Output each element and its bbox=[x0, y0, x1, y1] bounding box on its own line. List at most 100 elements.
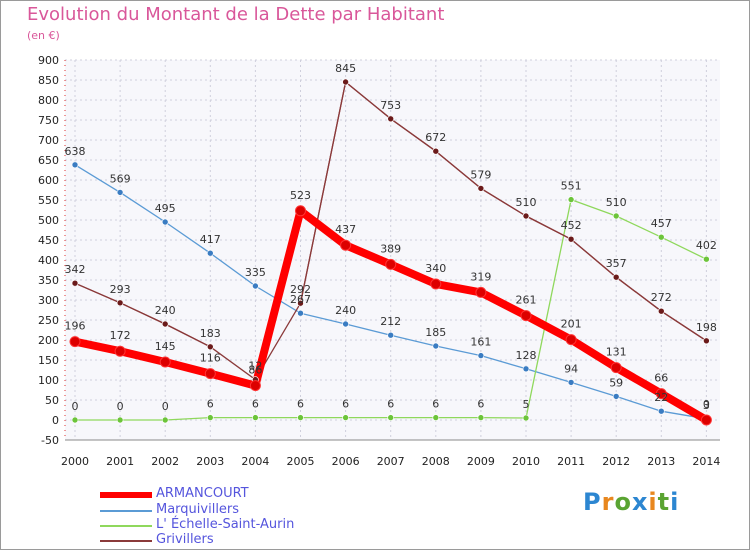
y-tick-label: 250 bbox=[38, 314, 59, 327]
data-point bbox=[522, 212, 530, 220]
chart-subtitle: (en €) bbox=[27, 29, 60, 42]
data-point bbox=[252, 282, 259, 290]
data-label: 240 bbox=[155, 304, 176, 317]
data-point bbox=[207, 414, 214, 421]
data-label: 196 bbox=[65, 320, 86, 333]
data-point bbox=[204, 368, 216, 380]
data-label: 0 bbox=[162, 400, 169, 413]
y-tick-label: 350 bbox=[38, 274, 59, 287]
data-point bbox=[430, 278, 442, 290]
legend-label: L' Échelle-Saint-Aurin bbox=[156, 517, 295, 532]
y-tick-label: 650 bbox=[38, 154, 59, 167]
data-label: 94 bbox=[564, 362, 578, 375]
y-tick-label: 150 bbox=[38, 354, 59, 367]
y-tick-label: 700 bbox=[38, 134, 59, 147]
data-point bbox=[342, 78, 349, 86]
data-label: 86 bbox=[248, 364, 262, 377]
data-label: 6 bbox=[207, 398, 214, 411]
data-point bbox=[297, 414, 304, 421]
data-point bbox=[612, 212, 620, 220]
logo-letter: o bbox=[614, 488, 632, 516]
data-point bbox=[297, 309, 304, 317]
chart-title: Evolution du Montant de la Dette par Hab… bbox=[27, 4, 445, 25]
data-point bbox=[161, 218, 169, 226]
data-point bbox=[71, 161, 79, 169]
data-point bbox=[477, 352, 485, 359]
y-tick-label: 900 bbox=[38, 54, 59, 67]
x-tick-label: 2010 bbox=[512, 455, 540, 468]
data-point bbox=[161, 320, 169, 328]
legend-label: ARMANCOURT bbox=[156, 486, 249, 501]
data-label: 292 bbox=[290, 283, 311, 296]
data-point bbox=[522, 365, 530, 373]
data-point bbox=[387, 331, 395, 339]
data-point bbox=[703, 337, 710, 345]
y-tick-label: 450 bbox=[38, 234, 59, 247]
data-point bbox=[342, 414, 349, 421]
legend-swatch bbox=[100, 525, 152, 527]
data-label: 551 bbox=[561, 180, 582, 193]
data-label: 6 bbox=[387, 398, 394, 411]
data-label: 6 bbox=[342, 398, 349, 411]
y-tick-label: 100 bbox=[38, 374, 59, 387]
data-point bbox=[612, 273, 620, 281]
data-point bbox=[567, 196, 575, 203]
data-label: 5 bbox=[523, 398, 530, 411]
data-point bbox=[657, 233, 665, 241]
x-tick-label: 2011 bbox=[557, 455, 585, 468]
data-label: 452 bbox=[561, 219, 582, 232]
y-tick-label: 800 bbox=[38, 94, 59, 107]
x-tick-label: 2007 bbox=[377, 455, 405, 468]
data-label: 319 bbox=[470, 270, 491, 283]
data-label: 437 bbox=[335, 223, 356, 236]
data-point bbox=[249, 380, 261, 392]
data-point bbox=[432, 342, 440, 350]
data-label: 198 bbox=[696, 321, 717, 334]
data-point bbox=[342, 320, 349, 328]
x-tick-label: 2014 bbox=[692, 455, 720, 468]
y-tick-label: -50 bbox=[41, 434, 59, 447]
data-label: 3 bbox=[703, 399, 710, 412]
data-point bbox=[703, 255, 710, 263]
data-point bbox=[477, 414, 485, 421]
y-tick-label: 300 bbox=[38, 294, 59, 307]
data-label: 402 bbox=[696, 239, 717, 252]
series-line-l-chelle-saint-aurin bbox=[570, 198, 708, 260]
data-label: 185 bbox=[425, 326, 446, 339]
data-label: 6 bbox=[477, 398, 484, 411]
data-point bbox=[387, 414, 395, 421]
data-point bbox=[159, 356, 171, 368]
data-point bbox=[655, 388, 667, 400]
data-point bbox=[385, 258, 397, 270]
data-label: 161 bbox=[470, 336, 491, 349]
data-label: 145 bbox=[155, 340, 176, 353]
data-point bbox=[475, 286, 487, 298]
x-tick-label: 2006 bbox=[332, 455, 360, 468]
data-point bbox=[387, 115, 395, 123]
logo-letter: r bbox=[601, 488, 615, 516]
data-point bbox=[432, 414, 440, 421]
data-label: 495 bbox=[155, 202, 176, 215]
data-point bbox=[520, 310, 532, 322]
data-point bbox=[567, 235, 575, 243]
data-label: 457 bbox=[651, 217, 672, 230]
data-point bbox=[657, 407, 665, 415]
data-label: 0 bbox=[117, 400, 124, 413]
data-label: 389 bbox=[380, 242, 401, 255]
data-point bbox=[69, 336, 81, 348]
data-point bbox=[295, 205, 306, 217]
logo-letter: x bbox=[631, 488, 649, 516]
x-tick-label: 2003 bbox=[196, 455, 224, 468]
data-point bbox=[657, 307, 665, 315]
data-label: 510 bbox=[606, 196, 627, 209]
data-label: 272 bbox=[651, 291, 672, 304]
x-tick-label: 2004 bbox=[241, 455, 269, 468]
data-point bbox=[477, 185, 485, 192]
legend-swatch bbox=[100, 540, 152, 542]
x-tick-label: 2013 bbox=[647, 455, 675, 468]
data-label: 335 bbox=[245, 266, 266, 279]
data-label: 0 bbox=[703, 398, 710, 411]
data-point bbox=[207, 343, 214, 351]
data-label: 0 bbox=[72, 400, 79, 413]
